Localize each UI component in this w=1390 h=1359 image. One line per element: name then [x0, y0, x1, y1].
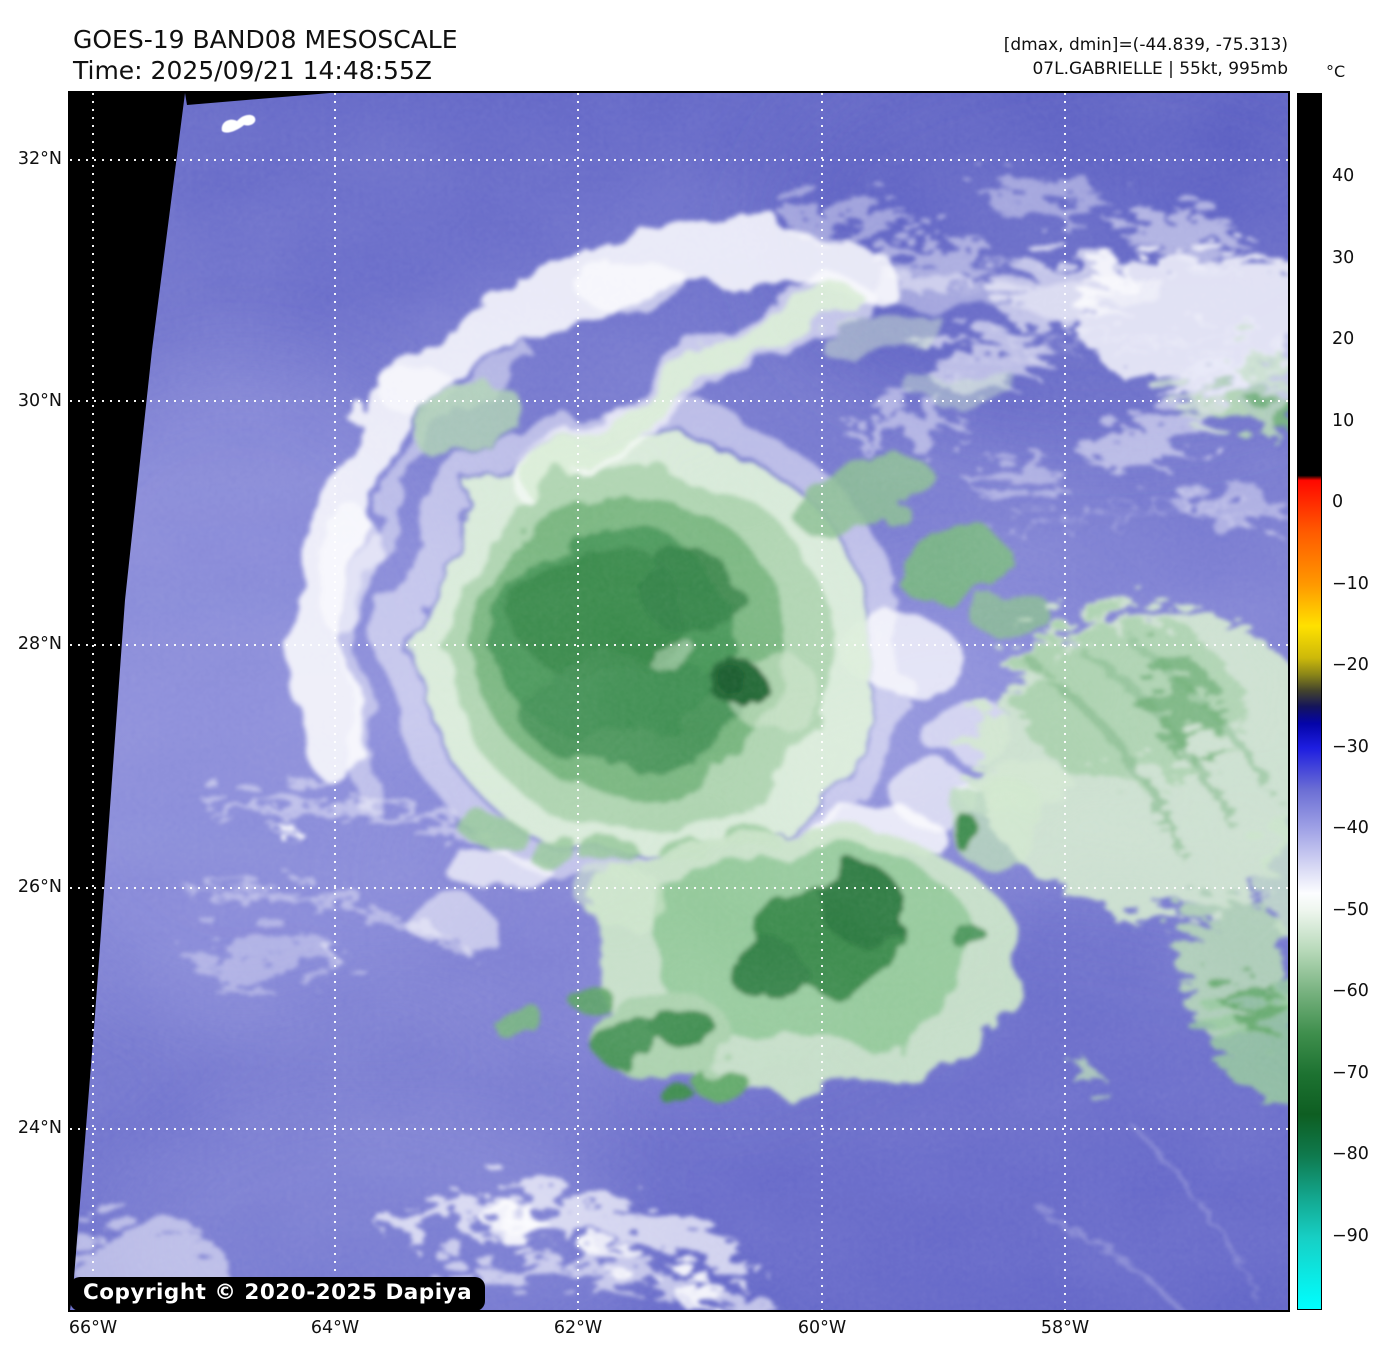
colorbar-tick-label: −80 — [1332, 1144, 1369, 1164]
lat-tick-label: 26°N — [17, 877, 62, 897]
colorbar-tick-label: 10 — [1332, 411, 1355, 431]
bermuda-island — [221, 114, 256, 133]
lon-tick-label: 60°W — [797, 1318, 847, 1338]
dmax-dmin-readout: [dmax, dmin]=(-44.839, -75.313) — [1003, 35, 1288, 55]
timestamp: Time: 2025/09/21 14:48:55Z — [73, 56, 432, 85]
storm-info: 07L.GABRIELLE | 55kt, 995mb — [1032, 59, 1288, 79]
colorbar-unit-label: °C — [1326, 62, 1346, 81]
lat-tick-label: 28°N — [17, 634, 62, 654]
page-title: GOES-19 BAND08 MESOSCALE — [73, 25, 458, 54]
lon-tick-label: 66°W — [68, 1318, 118, 1338]
colorbar-tick-label: −20 — [1332, 655, 1369, 675]
satellite-map — [68, 91, 1290, 1312]
annotation-block: [dmax, dmin]=(-44.839, -75.313) 07L.GABR… — [1004, 33, 1288, 81]
satellite-imagery — [70, 93, 1288, 1310]
lat-tick-label: 30°N — [17, 391, 62, 411]
copyright-badge: Copyright © 2020-2025 Dapiya — [70, 1277, 486, 1311]
scan-edge-wedge — [70, 93, 185, 1310]
lon-tick-label: 62°W — [553, 1318, 603, 1338]
colorbar-gradient — [1297, 93, 1322, 1310]
scan-edge-sliver — [185, 93, 330, 105]
colorbar-tick-label: 40 — [1332, 166, 1355, 186]
lon-tick-label: 64°W — [310, 1318, 360, 1338]
colorbar-tick-label: −60 — [1332, 981, 1369, 1001]
colorbar-tick-label: −30 — [1332, 737, 1369, 757]
lon-tick-label: 58°W — [1040, 1318, 1090, 1338]
colorbar-tick-label: 30 — [1332, 248, 1355, 268]
sensor-grain-texture — [70, 93, 1288, 1310]
colorbar-tick-label: −90 — [1332, 1226, 1369, 1246]
lat-tick-label: 32°N — [17, 149, 62, 169]
colorbar-tick-label: −10 — [1332, 574, 1369, 594]
colorbar-tick-label: 20 — [1332, 329, 1355, 349]
colorbar-tick-label: −50 — [1332, 900, 1369, 920]
lat-tick-label: 24°N — [17, 1118, 62, 1138]
colorbar-tick-label: −40 — [1332, 818, 1369, 838]
lat-lon-grid — [70, 93, 1288, 1310]
colorbar-tick-label: 0 — [1332, 492, 1344, 512]
colorbar-tick-label: −70 — [1332, 1063, 1369, 1083]
title-block: GOES-19 BAND08 MESOSCALE Time: 2025/09/2… — [73, 24, 458, 86]
